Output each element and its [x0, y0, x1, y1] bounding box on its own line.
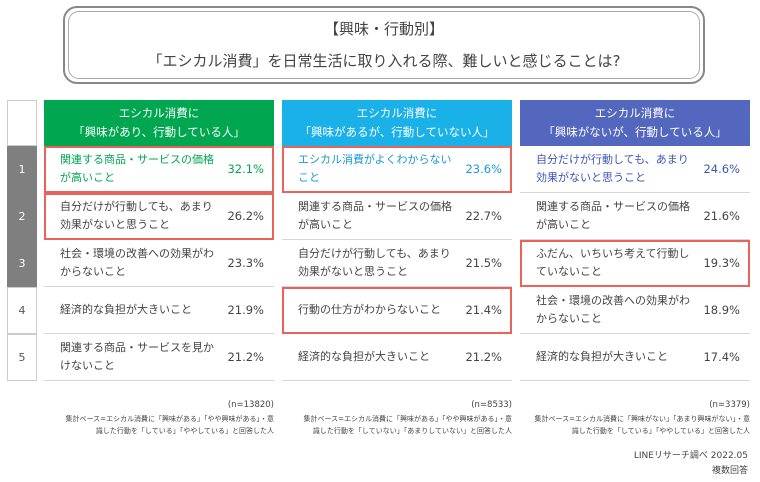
table-row: 行動の仕方がわからないこと 21.4%: [282, 287, 512, 334]
base-note-line1: 集計ベース=エシカル消費に「興味がない」「あまり興味がない」・意: [534, 415, 750, 423]
table-row: 社会・環境の改善への効果がわからないこと 18.9%: [520, 287, 750, 334]
rank-column: 1 2 3 4 5: [7, 100, 37, 384]
group-header: エシカル消費に「興味があるが、行動していない人」: [282, 100, 512, 146]
group-header-line1: エシカル消費に: [118, 106, 200, 120]
item-value: 24.6%: [703, 162, 740, 176]
table-row: 関連する商品・サービスを見かけないこと 21.2%: [44, 334, 274, 381]
table-row: 関連する商品・サービスの価格が高いこと 22.7%: [282, 193, 512, 240]
item-label: 自分だけが行動しても、あまり効果がないと思うこと: [536, 153, 689, 184]
item-value: 21.9%: [227, 303, 264, 317]
item-value: 19.3%: [703, 256, 740, 270]
rank-3: 3: [7, 240, 37, 287]
table-row: 自分だけが行動しても、あまり効果がないと思うこと 26.2%: [44, 193, 274, 240]
item-label: 行動の仕方がわからないこと: [298, 303, 441, 316]
base-note-line2: 識した行動を「している」「ややしている」と回答した人: [95, 427, 274, 435]
sample-size: (n=3379): [709, 400, 750, 410]
group-header-line2: 「興味があるが、行動していない人」: [299, 125, 495, 139]
item-label: 経済的な負担が大きいこと: [298, 350, 430, 363]
base-note: 集計ベース=エシカル消費に「興味がある」「やや興味がある」・意識した行動を「して…: [262, 413, 512, 437]
group-header: エシカル消費に「興味があり、行動している人」: [44, 100, 274, 146]
item-label: ふだん、いちいち考えて行動していないこと: [536, 247, 690, 278]
table-row: 自分だけが行動しても、あまり効果がないと思うこと 21.5%: [282, 240, 512, 287]
item-label: 経済的な負担が大きいこと: [60, 303, 192, 316]
rank-header: [7, 100, 37, 146]
item-label: 関連する商品・サービスの価格が高いこと: [298, 200, 452, 231]
table-row: 社会・環境の改善への効果がわからないこと 23.3%: [44, 240, 274, 287]
table-row: エシカル消費がよくわからないこと 23.6%: [282, 146, 512, 193]
item-label: 関連する商品・サービスの価格が高いこと: [536, 200, 690, 231]
item-value: 32.1%: [227, 162, 264, 176]
item-label: エシカル消費がよくわからないこと: [298, 153, 452, 184]
item-label: 社会・環境の改善への効果がわからないこと: [536, 294, 690, 325]
table-row: ふだん、いちいち考えて行動していないこと 19.3%: [520, 240, 750, 287]
title-box: 【興味・行動別】 「エシカル消費」を日常生活に取り入れる際、難しいと感じることは…: [63, 6, 705, 84]
title-category: 【興味・行動別】: [323, 20, 444, 38]
group-header-line2: 「興味があり、行動している人」: [73, 125, 245, 139]
table-row: 自分だけが行動しても、あまり効果がないと思うこと 24.6%: [520, 146, 750, 193]
table-row: 経済的な負担が大きいこと 21.9%: [44, 287, 274, 334]
item-value: 21.4%: [465, 303, 502, 317]
base-note-line2: 識した行動を「していない」「あまりしていない」と回答した人: [312, 427, 512, 435]
sample-size: (n=13820): [227, 400, 274, 410]
item-value: 21.6%: [703, 209, 740, 223]
item-value: 22.7%: [465, 209, 502, 223]
item-value: 21.2%: [465, 350, 502, 364]
table-row: 関連する商品・サービスの価格が高いこと 32.1%: [44, 146, 274, 193]
rank-4: 4: [7, 287, 37, 334]
item-value: 23.6%: [465, 162, 502, 176]
table-row: 経済的な負担が大きいこと 21.2%: [282, 334, 512, 381]
rank-2: 2: [7, 193, 37, 240]
item-value: 21.2%: [227, 350, 264, 364]
base-note-line2: 識した行動を「している」「ややしている」と回答した人: [571, 427, 750, 435]
rank-5: 5: [7, 334, 37, 381]
item-label: 社会・環境の改善への効果がわからないこと: [60, 247, 214, 278]
rank-1: 1: [7, 146, 37, 193]
item-label: 関連する商品・サービスを見かけないこと: [60, 341, 214, 372]
item-label: 関連する商品・サービスの価格が高いこと: [60, 153, 214, 184]
item-value: 18.9%: [703, 303, 740, 317]
table-row: 経済的な負担が大きいこと 17.4%: [520, 334, 750, 381]
group-header-line2: 「興味がないが、行動している人」: [543, 125, 727, 139]
item-label: 経済的な負担が大きいこと: [536, 350, 668, 363]
table-row: 関連する商品・サービスの価格が高いこと 21.6%: [520, 193, 750, 240]
footer-method: 複数回答: [711, 466, 748, 476]
item-value: 26.2%: [227, 209, 264, 223]
base-note: 集計ベース=エシカル消費に「興味がある」「やや興味がある」・意識した行動を「して…: [24, 413, 274, 437]
item-value: 21.5%: [465, 256, 502, 270]
item-label: 自分だけが行動しても、あまり効果がないと思うこと: [298, 247, 451, 278]
base-note-line1: 集計ベース=エシカル消費に「興味がある」「やや興味がある」・意: [65, 415, 274, 423]
group-header-line1: エシカル消費に: [356, 106, 438, 120]
sample-size: (n=8533): [471, 400, 512, 410]
item-label: 自分だけが行動しても、あまり効果がないと思うこと: [60, 200, 213, 231]
footer-source: LINEリサーチ調べ 2022.05: [633, 451, 748, 461]
item-value: 17.4%: [703, 350, 740, 364]
group-header-line1: エシカル消費に: [594, 106, 676, 120]
item-value: 23.3%: [227, 256, 264, 270]
base-note-line1: 集計ベース=エシカル消費に「興味がある」「やや興味がある」・意: [303, 415, 512, 423]
base-note: 集計ベース=エシカル消費に「興味がない」「あまり興味がない」・意識した行動を「し…: [500, 413, 750, 437]
title-question: 「エシカル消費」を日常生活に取り入れる際、難しいと感じることは?: [147, 52, 621, 70]
group-header: エシカル消費に「興味がないが、行動している人」: [520, 100, 750, 146]
